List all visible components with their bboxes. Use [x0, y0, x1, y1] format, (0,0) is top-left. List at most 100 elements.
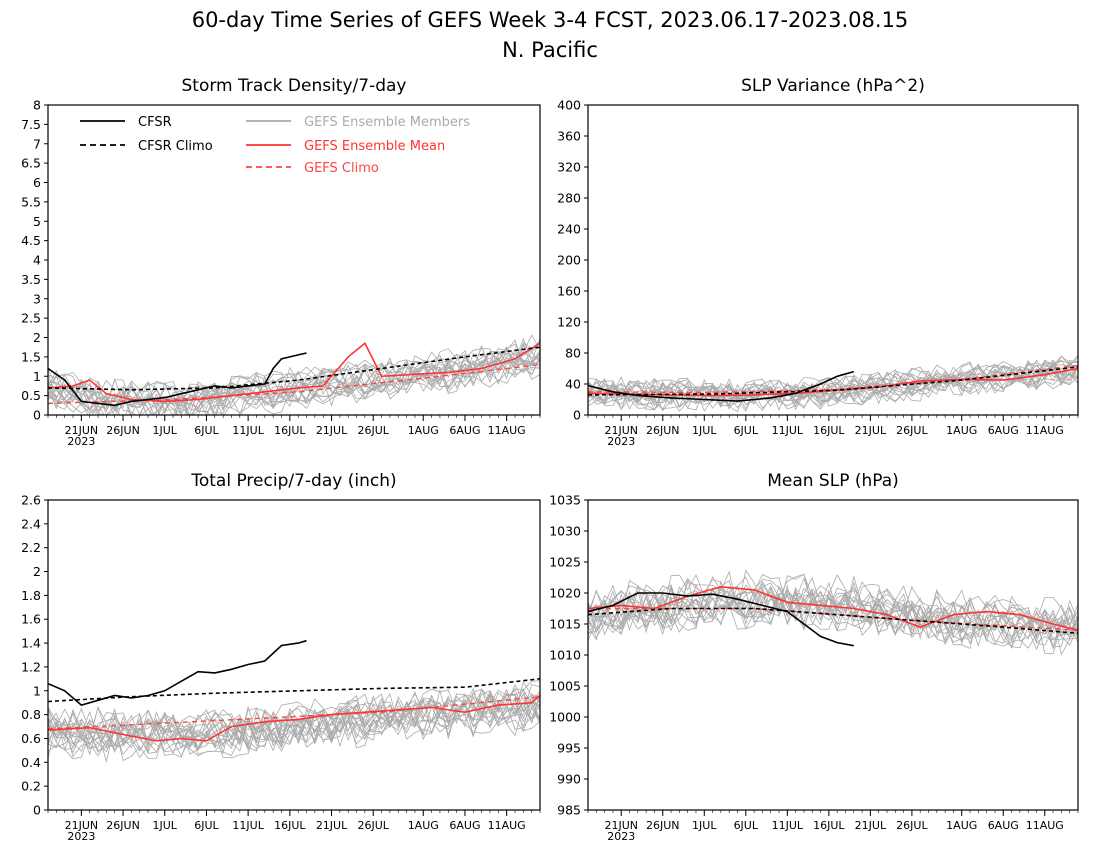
x-tick-label: 6JUL: [194, 819, 219, 832]
x-year-label: 2023: [67, 435, 95, 448]
x-tick-label: 6AUG: [449, 819, 480, 832]
plot-area: [588, 569, 1078, 656]
x-tick-label: 1AUG: [408, 424, 439, 437]
x-tick-label: 1AUG: [946, 819, 977, 832]
y-tick-label: 1010: [549, 648, 581, 663]
x-tick-label: 11JUL: [772, 424, 804, 437]
x-year-label: 2023: [67, 830, 95, 843]
y-tick-label: 1.4: [21, 636, 41, 651]
chart-panel-mslp: Mean SLP (hPa) 985 990 995 1000 1005 1010 1015 1…: [549, 471, 1079, 843]
y-tick-label: 1.5: [21, 349, 41, 364]
series-line-cfsr: [588, 592, 854, 647]
x-tick-label: 21JUL: [316, 424, 348, 437]
y-tick-label: 1000: [549, 710, 581, 725]
y-tick-label: 985: [557, 803, 581, 818]
x-year-label: 2023: [607, 830, 635, 843]
y-tick-label: 4: [33, 253, 41, 268]
x-tick-label: 1JUL: [153, 424, 178, 437]
y-tick-label: 1035: [549, 493, 581, 508]
y-tick-label: 120: [557, 315, 581, 330]
y-tick-label: 0.5: [21, 388, 41, 403]
ensemble-member-line: [588, 586, 1078, 651]
y-tick-label: 8: [33, 98, 41, 113]
x-tick-label: 26JUN: [106, 424, 140, 437]
y-tick-label: 1.2: [21, 659, 41, 674]
plot-area: [588, 355, 1078, 413]
x-tick-label: 16JUL: [813, 819, 845, 832]
ensemble-member-line: [588, 355, 1078, 403]
figure-title-line1: 60-day Time Series of GEFS Week 3-4 FCST…: [192, 8, 909, 32]
x-tick-label: 26JUN: [106, 819, 140, 832]
chart-panel-precip: Total Precip/7-day (inch)00.20.40.60.811…: [21, 471, 541, 843]
legend: CFSR CFSR Climo GEFS Ensemble Members GEFS …: [80, 115, 470, 176]
y-tick-label: 0.4: [21, 755, 41, 770]
ensemble-member-line: [48, 683, 540, 746]
ensemble-member-line: [48, 341, 540, 412]
x-tick-label: 6JUL: [734, 424, 759, 437]
y-tick-label: 0.6: [21, 731, 41, 746]
y-tick-label: 0: [33, 803, 41, 818]
series-line-cfsr-climo: [588, 366, 1078, 396]
y-tick-label: 2: [33, 330, 41, 345]
chart-panel-storm: Storm Track Density/7-day 0 0.5 1 1.5 2 2.5 3 3.…: [21, 76, 541, 448]
chart-title: Mean SLP (hPa): [767, 471, 899, 491]
x-tick-label: 26JUL: [896, 424, 928, 437]
x-tick-label: 6JUL: [734, 819, 759, 832]
y-tick-label: 1.6: [21, 612, 41, 627]
x-tick-label: 6AUG: [988, 819, 1019, 832]
chart-title: Total Precip/7-day (inch): [190, 471, 396, 491]
x-tick-label: 1AUG: [408, 819, 439, 832]
y-tick-label: 1: [33, 683, 41, 698]
x-year-label: 2023: [607, 435, 635, 448]
y-tick-label: 1005: [549, 679, 581, 694]
x-tick-label: 16JUL: [274, 424, 306, 437]
x-tick-label: 1AUG: [946, 424, 977, 437]
x-tick-label: 11AUG: [488, 424, 526, 437]
y-tick-label: 6: [33, 175, 41, 190]
y-tick-label: 1: [33, 369, 41, 384]
y-tick-label: 80: [565, 346, 581, 361]
y-tick-label: 5: [33, 214, 41, 229]
ensemble-member-line: [48, 357, 540, 415]
x-tick-label: 1JUL: [692, 819, 717, 832]
y-tick-label: 320: [557, 160, 581, 175]
y-tick-label: 995: [557, 741, 581, 756]
y-tick-label: 7.5: [21, 117, 41, 132]
y-tick-label: 0.2: [21, 779, 41, 794]
legend-cfsr-climo-label: CFSR Climo: [138, 139, 213, 154]
ensemble-member-line: [588, 367, 1078, 411]
y-tick-label: 40: [565, 377, 581, 392]
y-tick-label: 240: [557, 222, 581, 237]
series-line-gefs-ensemble-mean: [588, 585, 1078, 631]
x-tick-label: 1JUL: [692, 424, 717, 437]
y-tick-label: 2.4: [21, 516, 41, 531]
x-tick-label: 21JUN: [65, 819, 99, 832]
series-line-gefs-ensemble-mean: [48, 694, 540, 742]
y-tick-label: 7: [33, 136, 41, 151]
x-tick-label: 16JUL: [274, 819, 306, 832]
y-tick-label: 2.5: [21, 311, 41, 326]
ensemble-member-line: [48, 359, 540, 415]
y-tick-label: 0: [33, 408, 41, 423]
y-tick-label: 5.5: [21, 194, 41, 209]
ensemble-member-line: [588, 365, 1078, 411]
y-tick-label: 4.5: [21, 233, 41, 248]
y-tick-label: 160: [557, 284, 581, 299]
y-tick-label: 1025: [549, 555, 581, 570]
chart-panel-slpvar: SLP Variance (hPa^2) 0 40 80 120 160 200 240 280…: [557, 76, 1079, 448]
legend-ensemble-mean-label: GEFS Ensemble Mean: [304, 139, 445, 154]
y-tick-label: 2.6: [21, 493, 41, 508]
y-tick-label: 1020: [549, 586, 581, 601]
y-tick-label: 200: [557, 253, 581, 268]
ensemble-member-line: [48, 688, 540, 745]
ensemble-member-line: [588, 589, 1078, 656]
ensemble-member-line: [48, 684, 540, 747]
y-tick-label: 6.5: [21, 156, 41, 171]
y-tick-label: 2.2: [21, 540, 41, 555]
x-tick-label: 21JUN: [65, 424, 99, 437]
y-tick-label: 3: [33, 291, 41, 306]
x-tick-label: 6AUG: [988, 424, 1019, 437]
series-line-gefs-climo: [588, 607, 1078, 631]
plot-area: [48, 334, 540, 415]
